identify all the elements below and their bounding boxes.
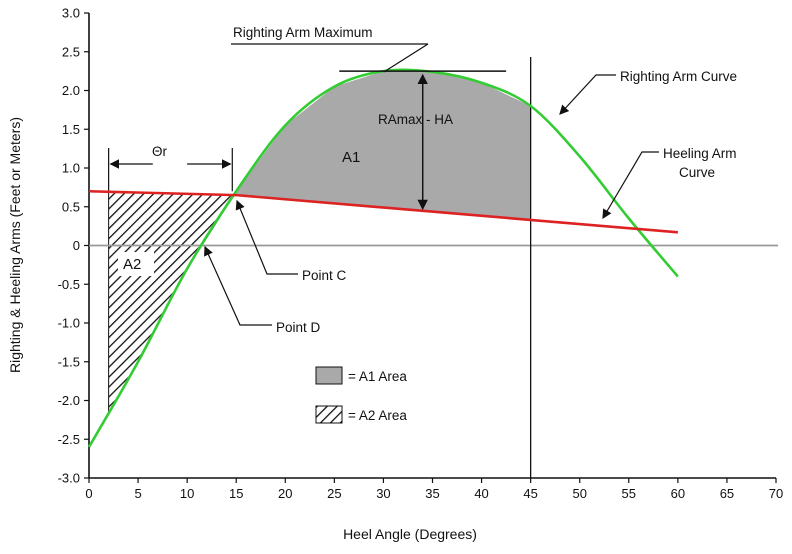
x-axis-title: Heel Angle (Degrees) xyxy=(343,526,477,542)
righting-arm-curve-label: Righting Arm Curve xyxy=(620,69,737,84)
legend-a2-label: = A2 Area xyxy=(348,408,407,423)
x-tick-label: 45 xyxy=(523,486,537,501)
legend: = A1 Area = A2 Area xyxy=(315,366,407,424)
heeling-arm-curve-label-line1: Heeling Arm xyxy=(663,146,737,161)
point-c-leader xyxy=(235,199,298,275)
x-tick-label: 20 xyxy=(278,486,292,501)
a2-label-background xyxy=(118,252,154,276)
y-tick-label: -2.0 xyxy=(58,393,80,408)
x-tick-label: 5 xyxy=(134,486,141,501)
x-tick-label: 25 xyxy=(327,486,341,501)
x-tick-label: 15 xyxy=(229,486,243,501)
point-d-leader xyxy=(204,245,272,326)
x-tick-label: 70 xyxy=(769,486,783,501)
a2-label: A2 xyxy=(123,256,141,273)
heeling-arm-curve-line xyxy=(88,189,678,234)
y-tick-label: 0 xyxy=(73,238,80,253)
x-tick-label: 65 xyxy=(720,486,734,501)
y-tick-label: 0.5 xyxy=(62,199,80,214)
x-tick-label: 0 xyxy=(85,486,92,501)
y-axis-title: Righting & Heeling Arms (Feet or Meters) xyxy=(7,117,23,373)
theta-r-label: Θr xyxy=(152,144,168,159)
y-tick-label: 2.5 xyxy=(62,44,80,59)
legend-a1-label: = A1 Area xyxy=(348,369,407,384)
y-tick-label: 2.0 xyxy=(62,83,80,98)
y-tick-label: -1.0 xyxy=(58,316,80,331)
y-tick-label: -1.5 xyxy=(58,354,80,369)
heeling-arm-curve-label-line2: Curve xyxy=(679,165,715,180)
x-tick-label: 40 xyxy=(474,486,488,501)
y-tick-label: -2.5 xyxy=(58,432,80,447)
y-tick-label: 3.0 xyxy=(62,6,80,21)
y-tick-label: -0.5 xyxy=(58,277,80,292)
legend-a2-swatch xyxy=(315,405,343,424)
x-tick-label: 55 xyxy=(622,486,636,501)
heeling-arm-curve-leader xyxy=(602,151,659,220)
ra-max-leader xyxy=(383,43,429,73)
a1-label: A1 xyxy=(342,149,360,166)
x-tick-label: 50 xyxy=(572,486,586,501)
area-a1 xyxy=(232,71,531,220)
y-tick-label: 1.5 xyxy=(62,122,80,137)
x-tick-label: 10 xyxy=(180,486,194,501)
ramax-ha-label: RAmax - HA xyxy=(378,112,453,127)
righting-arm-maximum-label: Righting Arm Maximum xyxy=(233,25,373,40)
point-d-label: Point D xyxy=(276,320,321,335)
x-tick-label: 60 xyxy=(671,486,685,501)
x-tick-label: 30 xyxy=(376,486,390,501)
y-tick-label: -3.0 xyxy=(58,471,80,486)
point-c-label: Point C xyxy=(302,268,347,283)
x-tick-label: 35 xyxy=(425,486,439,501)
y-tick-label: 1.0 xyxy=(62,161,80,176)
legend-a1-swatch xyxy=(315,366,343,385)
righting-arm-curve-leader xyxy=(559,74,616,115)
righting-arm-curve-line xyxy=(87,68,679,448)
